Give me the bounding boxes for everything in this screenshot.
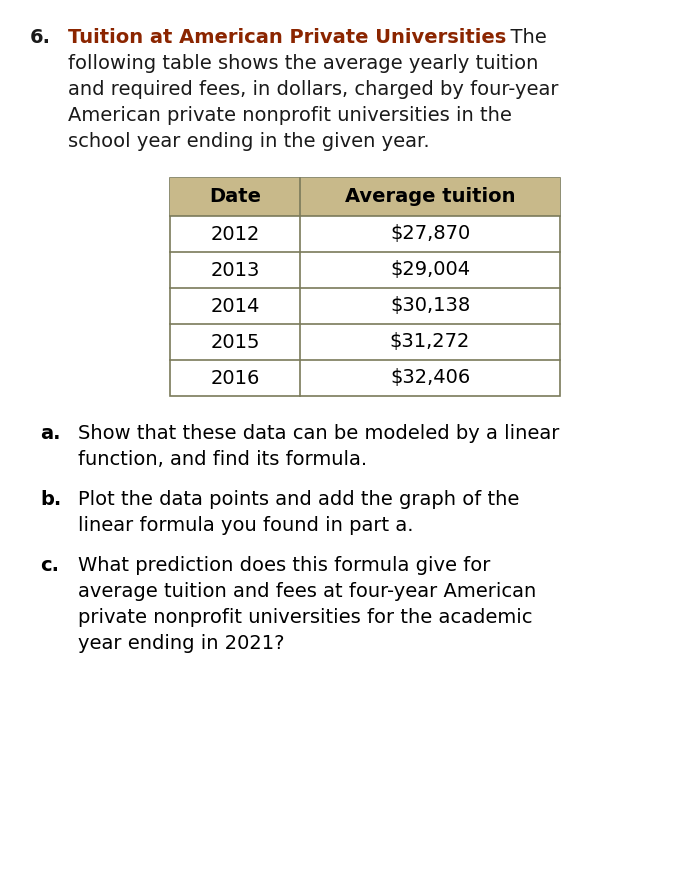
Text: Show that these data can be modeled by a linear: Show that these data can be modeled by a…: [78, 424, 560, 443]
Text: function, and find its formula.: function, and find its formula.: [78, 450, 367, 469]
Text: a.: a.: [40, 424, 61, 443]
Text: and required fees, in dollars, charged by four-year: and required fees, in dollars, charged b…: [68, 80, 558, 99]
Text: American private nonprofit universities in the: American private nonprofit universities …: [68, 106, 512, 125]
Text: 2013: 2013: [210, 261, 259, 279]
Text: 2014: 2014: [210, 297, 259, 315]
Text: 2012: 2012: [210, 225, 259, 243]
Text: $27,870: $27,870: [390, 225, 470, 243]
Text: private nonprofit universities for the academic: private nonprofit universities for the a…: [78, 608, 533, 627]
Text: b.: b.: [40, 490, 61, 509]
Text: $30,138: $30,138: [390, 297, 470, 315]
Text: $31,272: $31,272: [390, 332, 470, 352]
Text: 6.: 6.: [30, 28, 51, 47]
Text: 2015: 2015: [210, 332, 259, 352]
Text: $29,004: $29,004: [390, 261, 470, 279]
Text: school year ending in the given year.: school year ending in the given year.: [68, 132, 430, 151]
Text: What prediction does this formula give for: What prediction does this formula give f…: [78, 556, 491, 575]
Text: Tuition at American Private Universities: Tuition at American Private Universities: [68, 28, 506, 47]
Text: year ending in 2021?: year ending in 2021?: [78, 634, 284, 653]
Text: average tuition and fees at four-year American: average tuition and fees at four-year Am…: [78, 582, 536, 601]
Text: Plot the data points and add the graph of the: Plot the data points and add the graph o…: [78, 490, 520, 509]
Text: The: The: [498, 28, 546, 47]
Text: 2016: 2016: [210, 368, 259, 388]
Text: c.: c.: [40, 556, 59, 575]
Text: Date: Date: [209, 188, 261, 206]
Text: Average tuition: Average tuition: [345, 188, 515, 206]
Text: linear formula you found in part a.: linear formula you found in part a.: [78, 516, 413, 535]
Text: $32,406: $32,406: [390, 368, 470, 388]
Bar: [170, 178, 560, 216]
Bar: [170, 178, 560, 396]
Text: following table shows the average yearly tuition: following table shows the average yearly…: [68, 54, 538, 73]
